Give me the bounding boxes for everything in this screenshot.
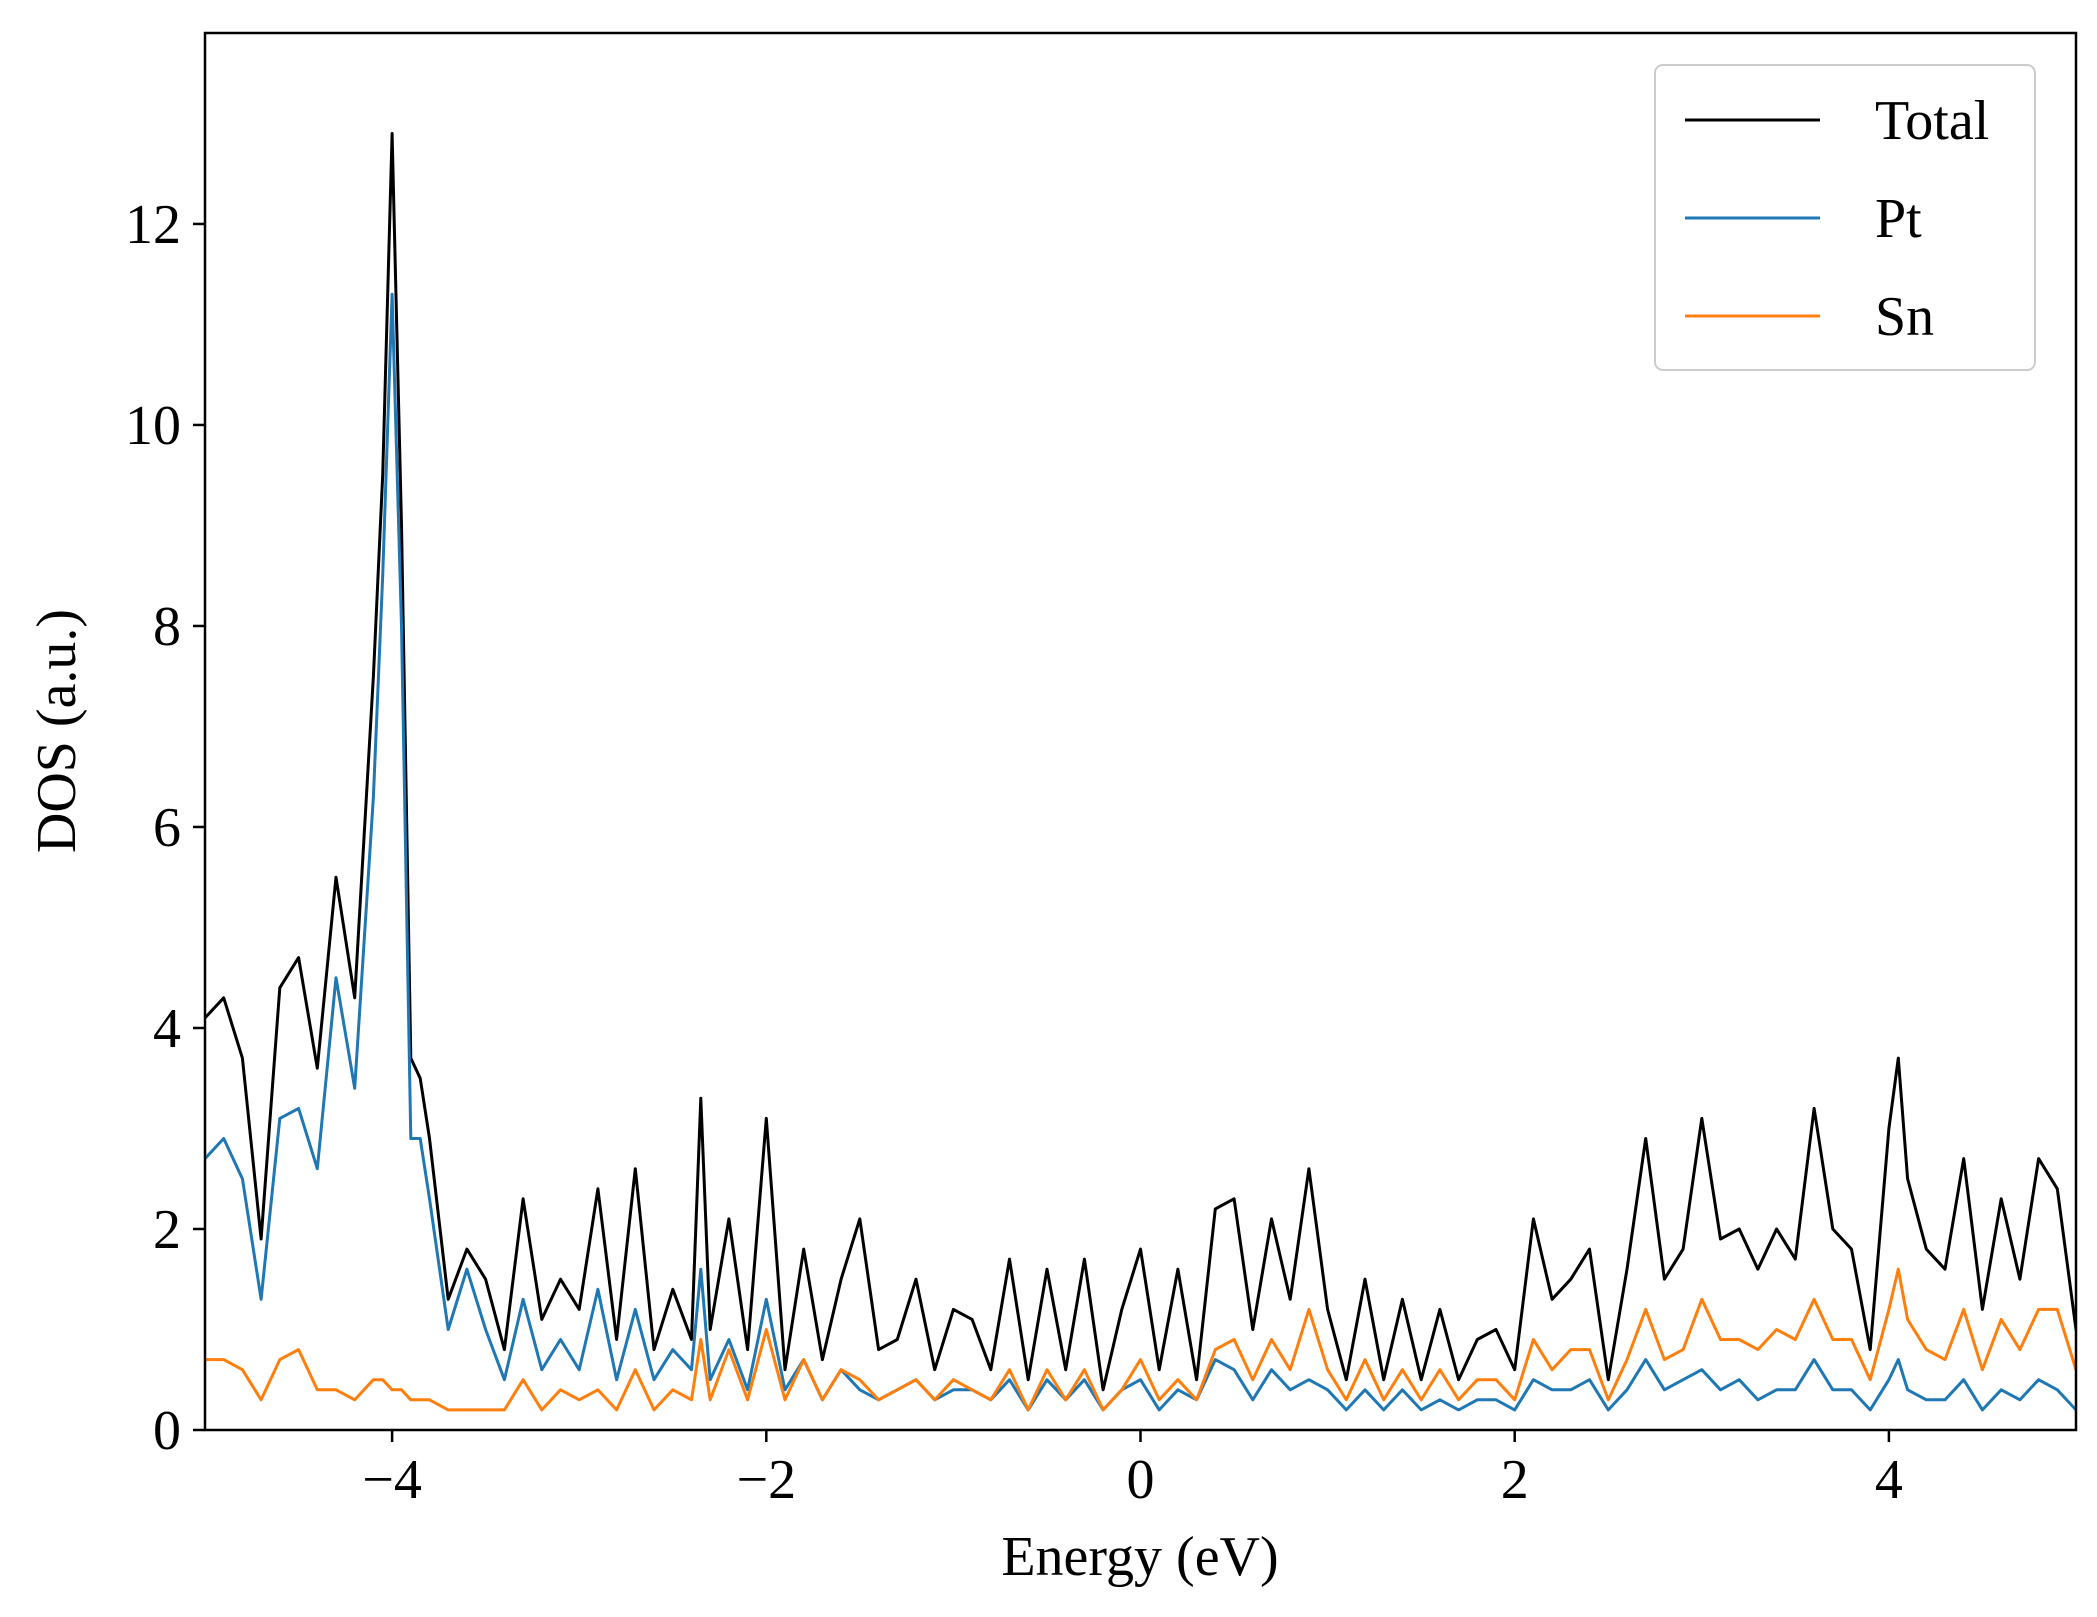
y-tick-label: 10 (125, 395, 181, 457)
x-tick-label: −2 (737, 1449, 797, 1511)
x-axis: −4 −2 0 2 4 (362, 1430, 1903, 1511)
series-line-sn (205, 1267, 2076, 1412)
y-tick-label: 2 (153, 1199, 181, 1261)
series-layer (205, 132, 2076, 1412)
series-line-total (205, 132, 2076, 1392)
series-total (205, 132, 2076, 1392)
legend-box (1654, 64, 2036, 371)
y-tick-label: 6 (153, 797, 181, 859)
y-tick-label: 0 (153, 1400, 181, 1462)
legend: Total Pt Sn (1654, 64, 2036, 371)
legend-label-pt: Pt (1875, 188, 1922, 250)
legend-label-total: Total (1875, 90, 1989, 152)
y-axis: 0 2 4 6 8 10 12 (125, 194, 205, 1462)
y-axis-title: DOS (a.u.) (26, 609, 88, 853)
y-tick-label: 12 (125, 194, 181, 256)
x-tick-label: 2 (1501, 1449, 1529, 1511)
x-axis-title: Energy (eV) (1001, 1526, 1278, 1588)
y-tick-label: 4 (153, 998, 181, 1060)
legend-label-sn: Sn (1875, 286, 1934, 348)
y-tick-label: 8 (153, 596, 181, 658)
x-tick-label: 4 (1875, 1449, 1903, 1511)
x-tick-label: 0 (1127, 1449, 1155, 1511)
series-sn (205, 1267, 2076, 1412)
x-tick-label: −4 (362, 1449, 422, 1511)
